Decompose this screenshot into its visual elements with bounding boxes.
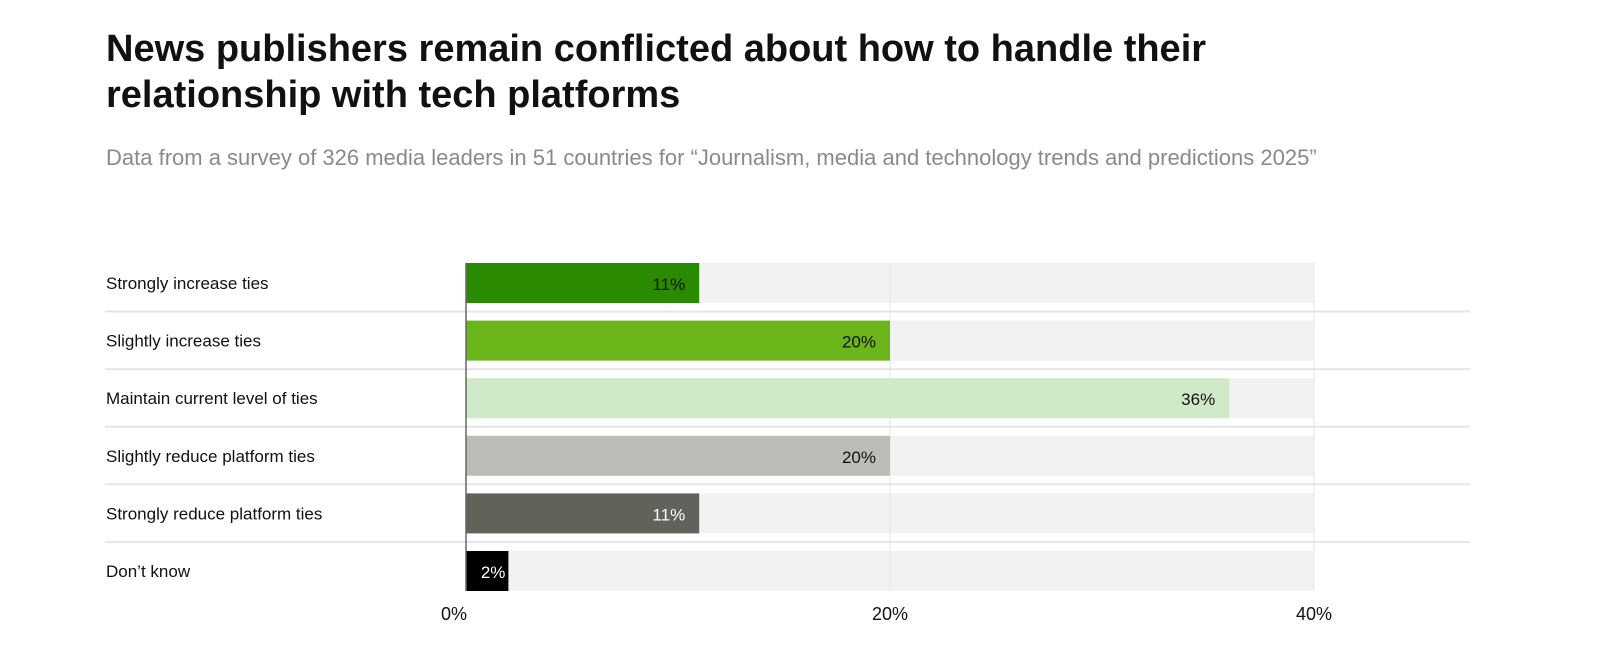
value-label: 11% <box>652 505 685 524</box>
chart-subtitle: Data from a survey of 326 media leaders … <box>106 145 1317 170</box>
category-label: Slightly increase ties <box>106 332 261 351</box>
bar <box>466 493 700 534</box>
bar <box>466 320 890 361</box>
category-label: Maintain current level of ties <box>106 389 318 408</box>
value-label: 20% <box>842 333 876 352</box>
x-tick-label: 40% <box>1296 604 1332 624</box>
x-tick-label: 20% <box>872 604 908 624</box>
category-label: Don’t know <box>106 562 191 581</box>
bar <box>466 378 1230 419</box>
bar <box>466 551 509 591</box>
category-label: Slightly reduce platform ties <box>106 447 315 466</box>
bar <box>466 435 890 476</box>
value-label: 11% <box>652 275 685 294</box>
value-label: 36% <box>1181 390 1215 409</box>
category-label: Strongly increase ties <box>106 274 269 293</box>
bar <box>466 263 700 303</box>
value-label: 2% <box>481 563 506 582</box>
chart-title: News publishers remain conflicted about … <box>106 28 1207 116</box>
x-tick-label: 0% <box>441 604 467 624</box>
category-label: Strongly reduce platform ties <box>106 504 322 523</box>
value-label: 20% <box>842 448 876 467</box>
